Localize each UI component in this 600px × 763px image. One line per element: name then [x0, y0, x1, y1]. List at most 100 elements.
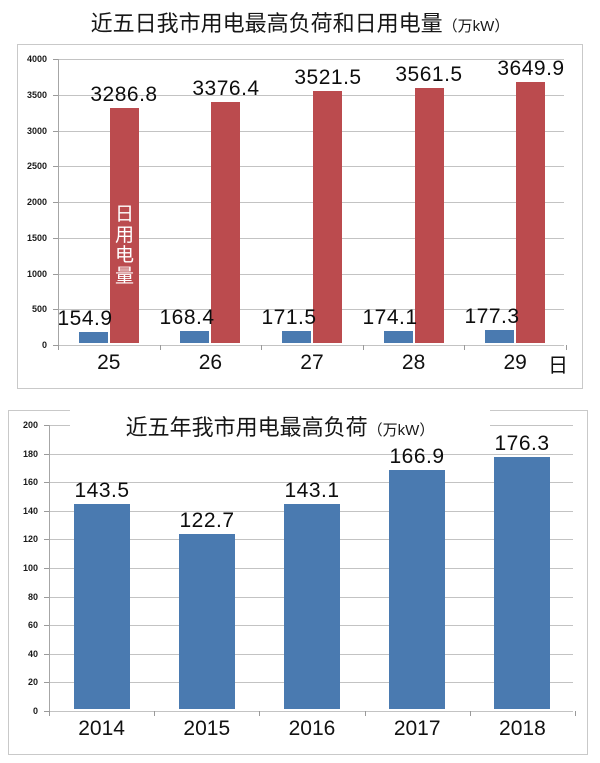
bar-日用电量-26 [211, 102, 240, 343]
gridline [58, 202, 564, 203]
y-tick-mark [53, 59, 58, 60]
y-tick-mark [53, 166, 58, 167]
x-tick-mark [470, 711, 471, 716]
data-label-用电最高负荷-28: 174.1 [362, 306, 418, 329]
y-tick-label: 200 [22, 420, 38, 430]
y-tick-label: 60 [27, 620, 38, 630]
x-tick-mark [261, 345, 262, 350]
inbar-label-char: 量 [114, 265, 134, 287]
gridline [58, 131, 564, 132]
y-tick-mark [44, 682, 49, 683]
y-tick-label: 20 [27, 677, 38, 687]
gridline [58, 95, 564, 96]
x-tick-mark [58, 345, 59, 350]
gridline [58, 59, 564, 60]
y-tick-mark [44, 568, 49, 569]
x-tick-mark [566, 345, 567, 350]
x-tick-label: 25 [97, 351, 121, 374]
y-tick-mark [53, 345, 58, 346]
x-tick-label: 2018 [499, 717, 546, 740]
bar-用电最高负荷-28 [384, 331, 413, 343]
chart-title-yearly: 近五年我市用电最高负荷（万kW） [70, 410, 490, 442]
y-tick-label: 40 [27, 649, 38, 659]
y-tick-mark [53, 309, 58, 310]
y-tick-mark [44, 425, 49, 426]
inbar-label-daily-consumption: 日用电量 [110, 204, 139, 287]
y-tick-mark [44, 711, 49, 712]
y-tick-label: 2000 [26, 197, 47, 207]
y-tick-label: 1500 [26, 233, 47, 243]
gridline [58, 166, 564, 167]
y-tick-label: 1000 [26, 269, 47, 279]
x-tick-label: 27 [300, 351, 324, 374]
data-label-用电最高负荷-27: 171.5 [261, 306, 317, 329]
y-tick-label: 140 [22, 506, 38, 516]
data-label-日用电量-27: 3521.5 [294, 66, 362, 89]
x-tick-label: 26 [198, 351, 223, 374]
chart-title-daily: 近五日我市用电最高负荷和日用电量（万kW） [30, 6, 570, 38]
y-tick-label: 4000 [26, 54, 47, 64]
inbar-label-char: 用 [114, 224, 134, 246]
x-tick-label: 2017 [393, 717, 441, 740]
gridline [49, 482, 573, 483]
bar-用电最高负荷-2016 [284, 504, 340, 709]
y-tick-mark [53, 131, 58, 132]
gridline [58, 238, 564, 239]
y-axis-line [49, 425, 50, 711]
data-label-用电最高负荷-25: 154.9 [57, 307, 113, 330]
bar-用电最高负荷-2017 [389, 470, 445, 709]
inbar-label-char: 日 [114, 204, 134, 225]
y-tick-mark [44, 511, 49, 512]
y-tick-label: 180 [22, 449, 38, 459]
x-tick-mark [575, 711, 576, 716]
yearly-peak-load-chart: 0 20 40 60 80 100 120 140 160 180 200 143.5 122.7 14… [0, 402, 600, 760]
y-tick-label: 100 [22, 563, 38, 573]
y-tick-mark [44, 454, 49, 455]
bar-日用电量-28 [415, 88, 444, 343]
y-tick-label: 3500 [26, 90, 47, 100]
y-tick-label: 0 [32, 706, 38, 716]
gridline [58, 309, 564, 310]
y-tick-mark [44, 654, 49, 655]
gridline [58, 345, 564, 346]
plot-area-daily: 0 500 1000 1500 2000 2500 3000 3500 4000 154.9 16… [17, 44, 583, 389]
plot-area-yearly: 0 20 40 60 80 100 120 140 160 180 200 143.5 122.7 14… [8, 410, 588, 755]
data-label-日用电量-26: 3376.4 [192, 77, 260, 100]
data-label-用电最高负荷-2015: 122.7 [179, 509, 235, 532]
chart-title-yearly-text: 近五年我市用电最高负荷 [125, 415, 368, 440]
bar-日用电量-27 [313, 91, 342, 343]
daily-load-chart: 近五日我市用电最高负荷和日用电量（万kW） 0 500 1000 1500 2000 25… [17, 6, 583, 389]
x-tick-label: 29 [503, 351, 527, 374]
y-tick-mark [44, 625, 49, 626]
bar-用电最高负荷-29 [485, 330, 514, 343]
y-tick-mark [44, 539, 49, 540]
x-tick-mark [154, 711, 155, 716]
y-tick-label: 2500 [26, 161, 47, 171]
data-label-日用电量-29: 3649.9 [497, 57, 565, 80]
y-tick-label: 80 [27, 592, 38, 602]
y-tick-label: 3000 [26, 126, 47, 136]
y-tick-label: 160 [22, 477, 38, 487]
data-label-用电最高负荷-2018: 176.3 [494, 432, 550, 455]
y-tick-mark [44, 597, 49, 598]
gridline [58, 274, 564, 275]
x-axis-unit-daily: 日 [548, 355, 568, 377]
bar-用电最高负荷-2018 [494, 457, 550, 709]
bar-日用电量-29 [516, 82, 545, 343]
bar-用电最高负荷-27 [282, 331, 311, 343]
bar-用电最高负荷-2015 [179, 534, 235, 709]
y-tick-mark [44, 482, 49, 483]
data-label-用电最高负荷-2014: 143.5 [74, 479, 130, 502]
x-tick-label: 2014 [78, 717, 125, 740]
data-label-日用电量-25: 3286.8 [90, 83, 158, 106]
chart-title-yearly-unit: （万kW） [367, 422, 435, 439]
data-label-用电最高负荷-26: 168.4 [159, 306, 215, 329]
x-tick-mark [49, 711, 50, 716]
chart-title-daily-text: 近五日我市用电最高负荷和日用电量 [90, 11, 443, 36]
x-tick-mark [160, 345, 161, 350]
x-tick-label: 28 [401, 351, 426, 374]
x-tick-mark [259, 711, 260, 716]
x-tick-label: 2015 [183, 717, 231, 740]
data-label-日用电量-28: 3561.5 [395, 63, 463, 86]
x-tick-mark [464, 345, 465, 350]
